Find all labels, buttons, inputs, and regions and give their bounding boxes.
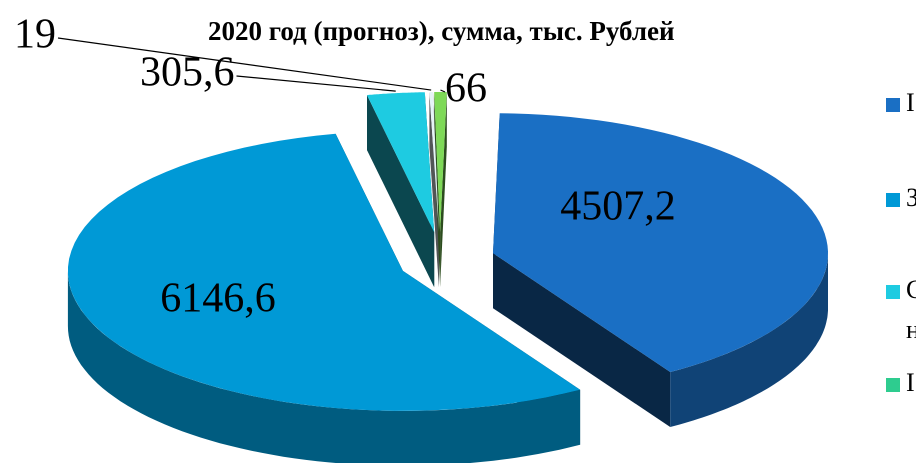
labels: 4507,2 6146,6 305,6 19 66 bbox=[14, 12, 676, 322]
chart-title: 2020 год (прогноз), сумма, тыс. Рублей bbox=[208, 16, 675, 46]
legend-label: С bbox=[906, 275, 916, 304]
slice bbox=[367, 92, 435, 233]
slice bbox=[68, 133, 581, 411]
data-label: 19 bbox=[14, 12, 56, 58]
slice-face bbox=[429, 92, 439, 287]
leader-line bbox=[57, 37, 432, 91]
legend-swatch bbox=[886, 193, 900, 207]
legend-swatch bbox=[886, 378, 900, 392]
slice-wall bbox=[67, 270, 581, 463]
data-label: 6146,6 bbox=[160, 276, 276, 322]
slice-face bbox=[493, 253, 671, 427]
leader-line bbox=[236, 75, 396, 92]
legend-label: н bbox=[906, 315, 916, 344]
legend-swatch bbox=[886, 285, 900, 299]
slice bbox=[493, 113, 828, 373]
slice-face bbox=[367, 95, 435, 288]
slice bbox=[434, 92, 447, 232]
data-label: 305,6 bbox=[140, 50, 235, 96]
data-label: 4507,2 bbox=[560, 184, 676, 230]
slice-tops bbox=[68, 92, 828, 411]
legend-label: З bbox=[906, 183, 916, 212]
legend-swatch bbox=[886, 98, 900, 112]
slice-face bbox=[434, 92, 441, 287]
legend-label: I bbox=[906, 88, 915, 117]
legend-label: I bbox=[906, 368, 915, 397]
slice-face bbox=[440, 92, 447, 287]
data-label: 66 bbox=[445, 66, 487, 112]
slice-wall bbox=[670, 253, 828, 427]
slice bbox=[429, 92, 439, 232]
leader-line bbox=[440, 89, 446, 93]
